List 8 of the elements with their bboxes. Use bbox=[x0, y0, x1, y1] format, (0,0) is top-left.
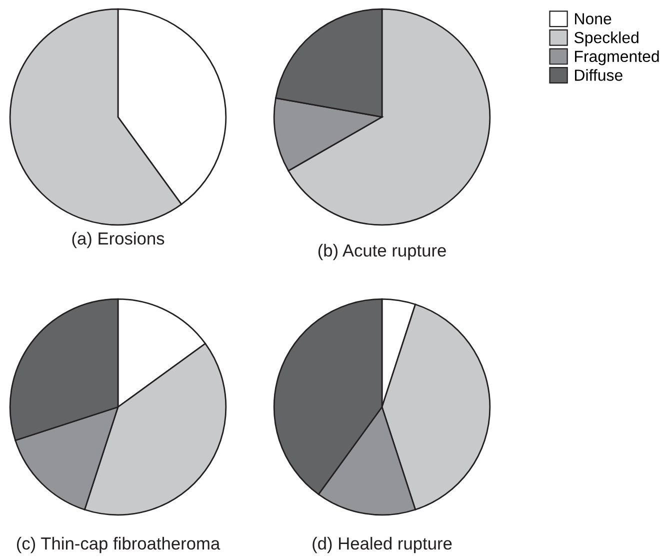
text: (d) Healed rupture bbox=[312, 536, 452, 554]
legend-label: None bbox=[575, 13, 612, 24]
text: (c) Thin-cap fibroatheroma bbox=[16, 536, 220, 554]
legend-label: Diffuse bbox=[575, 69, 622, 81]
legend-label: Speckled bbox=[574, 32, 638, 46]
text: (b) Acute rupture bbox=[318, 244, 446, 260]
text: (a) Erosions bbox=[72, 232, 164, 248]
legend-label: Fragmented bbox=[575, 50, 659, 66]
